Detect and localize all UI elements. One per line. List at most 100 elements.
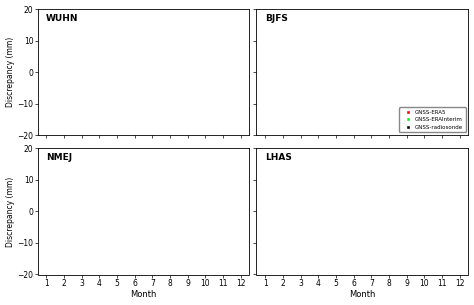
Point [461,203,468,208]
Point [242,207,250,212]
Point [177,68,185,73]
Point [346,29,354,34]
Point [461,211,468,216]
Point [291,70,299,75]
Point [384,201,392,206]
Point [298,68,306,73]
Point [326,66,333,71]
Point [304,210,312,215]
Point [410,203,418,207]
Point [381,214,388,219]
Point [82,63,90,68]
Point [109,74,116,79]
Point [91,63,99,68]
Point [434,69,441,74]
Point [152,71,160,76]
Point [129,231,137,236]
Point [255,212,263,217]
Point [184,91,192,96]
Point [269,211,277,216]
Point [169,212,176,217]
Point [152,40,159,45]
Point [37,209,45,214]
Point [190,69,197,74]
Point [231,210,239,215]
Point [118,200,125,205]
Point [420,79,428,84]
Point [457,214,465,219]
Point [152,97,160,102]
Point [363,89,370,94]
Point [207,203,214,208]
Point [85,80,93,85]
Point [385,86,393,91]
Point [420,199,428,204]
Point [128,220,136,224]
Point [206,58,213,63]
Point [453,74,461,78]
Point [439,210,447,215]
Point [61,61,68,66]
Point [317,210,324,215]
Point [130,217,137,222]
Point [239,209,247,213]
Point [339,205,347,210]
Point [207,214,214,218]
Point [135,211,143,216]
Point [100,76,108,81]
Point [209,73,216,78]
Point [163,210,171,215]
Point [186,45,194,50]
Point [287,211,294,216]
Point [216,209,223,214]
Point [216,219,224,224]
Point [54,213,61,218]
Point [438,213,445,218]
Point [353,60,361,65]
Point [48,65,56,70]
Point [390,208,397,213]
Point [259,70,266,75]
Point [265,210,273,215]
Point [357,218,365,223]
Point [192,52,200,57]
Point [366,64,374,69]
Point [356,58,364,63]
Point [112,193,119,198]
Point [168,53,176,58]
Point [293,208,301,213]
Point [263,211,270,216]
Point [182,212,190,217]
Point [60,63,68,68]
Point [396,217,404,222]
Point [273,77,281,82]
Point [463,66,470,71]
Point [164,61,172,66]
Point [360,52,368,57]
Point [363,211,370,216]
Point [164,81,172,86]
Point [293,63,301,68]
Point [352,220,359,225]
Point [189,99,197,104]
Point [337,63,344,68]
Point [189,92,196,97]
Point [60,216,68,221]
Point [371,208,378,213]
Point [60,61,67,66]
Point [282,67,290,72]
Point [54,202,61,207]
Point [455,211,462,216]
Point [162,50,170,55]
Point [437,73,444,78]
Point [56,202,64,206]
Point [99,69,106,74]
Point [174,98,182,103]
Point [37,214,45,219]
Point [108,59,116,64]
Point [356,78,363,83]
Point [463,208,470,213]
Point [152,90,160,95]
Point [85,73,93,78]
Point [334,198,342,203]
